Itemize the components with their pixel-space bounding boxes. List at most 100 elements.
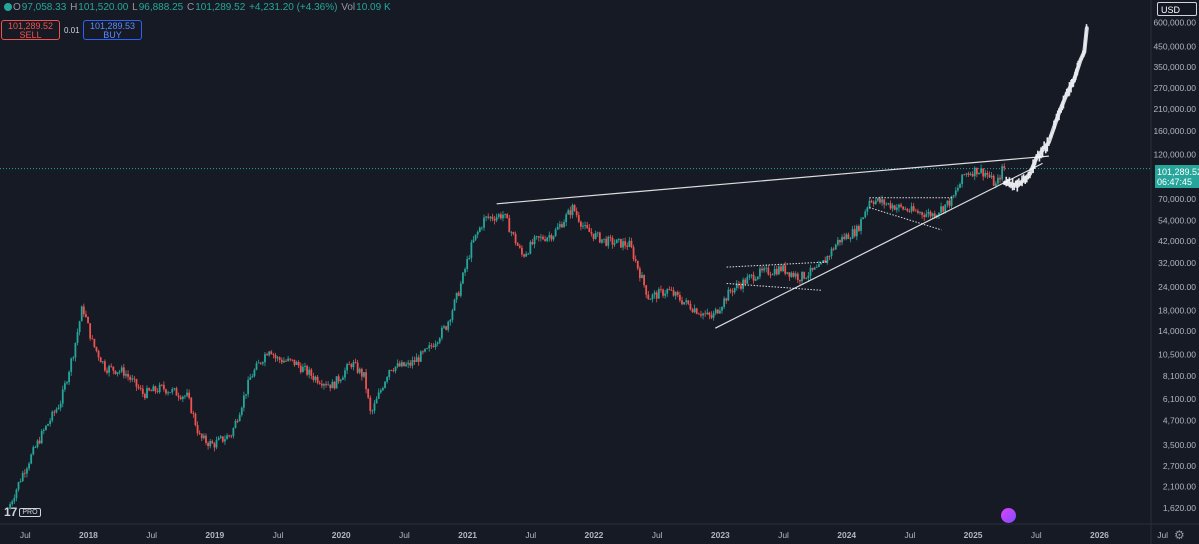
- candle-body: [685, 300, 688, 303]
- candle-body: [310, 369, 313, 376]
- candle-body: [247, 379, 250, 395]
- candle-body: [312, 375, 315, 380]
- candle-body: [80, 306, 83, 322]
- candle-body: [586, 225, 589, 228]
- candle-body: [929, 211, 932, 217]
- candle-body: [777, 266, 780, 275]
- candle-body: [895, 207, 898, 210]
- candle-body: [662, 289, 664, 296]
- candle-body: [527, 253, 530, 255]
- candle-body: [676, 292, 679, 295]
- tradingview-logo[interactable]: 17 PRO: [4, 505, 41, 519]
- currency-selector[interactable]: USD: [1157, 2, 1197, 16]
- candle-body: [647, 294, 650, 300]
- candle-body: [702, 313, 704, 316]
- candle-body: [36, 440, 39, 448]
- candle-body: [978, 172, 980, 175]
- candle-body: [17, 482, 20, 490]
- candle-body: [916, 210, 919, 213]
- candle-body: [809, 267, 812, 276]
- candle-body: [786, 272, 789, 274]
- candle-body: [384, 381, 386, 388]
- buy-button[interactable]: 101,289.53 BUY: [83, 20, 142, 40]
- candle-body: [371, 410, 374, 412]
- sell-button[interactable]: 101,289.52 SELL: [1, 20, 60, 40]
- candle-body: [826, 256, 829, 263]
- candle-body: [906, 208, 909, 211]
- candle-body: [727, 289, 730, 301]
- candle-body: [889, 203, 892, 209]
- candle-body: [908, 210, 911, 212]
- candle-body: [443, 326, 445, 328]
- candle-body: [108, 365, 111, 373]
- candle-body: [885, 203, 888, 205]
- low-value: 96,888.25: [138, 2, 184, 13]
- candle-body: [596, 232, 599, 234]
- candle-body: [30, 454, 33, 464]
- candle-body: [318, 382, 321, 384]
- candle-body: [689, 303, 692, 310]
- candle-body: [657, 289, 660, 299]
- candle-body: [990, 175, 993, 178]
- candle-body: [101, 361, 104, 363]
- candle-body: [139, 388, 142, 389]
- candle-body: [224, 439, 226, 442]
- candle-body: [470, 242, 473, 259]
- candle-body: [358, 368, 361, 373]
- candle-body: [190, 397, 193, 414]
- candle-body: [765, 267, 768, 269]
- candle-body: [697, 313, 700, 315]
- candle-body: [112, 366, 115, 371]
- candle-body: [51, 411, 54, 421]
- candle-body: [577, 215, 580, 222]
- trade-icon[interactable]: [1001, 508, 1016, 523]
- candle-body: [550, 235, 553, 240]
- candle-body: [780, 266, 782, 271]
- candle-body: [794, 273, 797, 277]
- gear-icon[interactable]: ⚙: [1174, 528, 1185, 542]
- candle-body: [508, 218, 511, 233]
- x-tick-label: Jul: [273, 530, 284, 540]
- candle-body: [843, 236, 846, 239]
- candle-body: [316, 376, 319, 383]
- candle-body: [365, 372, 367, 390]
- y-tick-label: 10,500.00: [1158, 350, 1196, 360]
- candle-body: [13, 498, 16, 502]
- candle-body: [521, 247, 523, 255]
- candle-body: [28, 463, 30, 469]
- candle-body: [1001, 166, 1004, 180]
- candle-body: [483, 217, 485, 228]
- candle-body: [363, 372, 365, 377]
- candle-body: [811, 267, 814, 270]
- candle-body: [291, 359, 294, 361]
- candle-body: [63, 383, 66, 390]
- candle-body: [146, 388, 148, 399]
- candle-body: [335, 376, 338, 389]
- candle-body: [120, 367, 123, 372]
- x-tick-label: 2020: [332, 530, 351, 540]
- candle-body: [405, 364, 407, 367]
- candle-body: [221, 436, 224, 442]
- candle-body: [611, 237, 614, 245]
- y-tick-label: 14,000.00: [1158, 326, 1196, 336]
- candle-body: [931, 213, 934, 217]
- candle-body: [622, 241, 624, 248]
- candle-body: [828, 256, 831, 257]
- candle-body: [967, 173, 970, 175]
- candle-body: [238, 414, 241, 422]
- candle-body: [910, 206, 913, 212]
- candle-body: [331, 381, 334, 389]
- candle-body: [179, 397, 182, 400]
- candle-body: [674, 292, 677, 296]
- candle-body: [106, 370, 108, 373]
- candle-body: [666, 289, 669, 294]
- candle-body: [980, 168, 982, 173]
- candle-body: [858, 226, 860, 231]
- candle-body: [127, 373, 129, 377]
- candle-body: [769, 274, 772, 276]
- candle-body: [181, 396, 184, 400]
- candle-body: [790, 272, 793, 277]
- candle-body: [531, 241, 534, 245]
- candle-body: [874, 200, 877, 204]
